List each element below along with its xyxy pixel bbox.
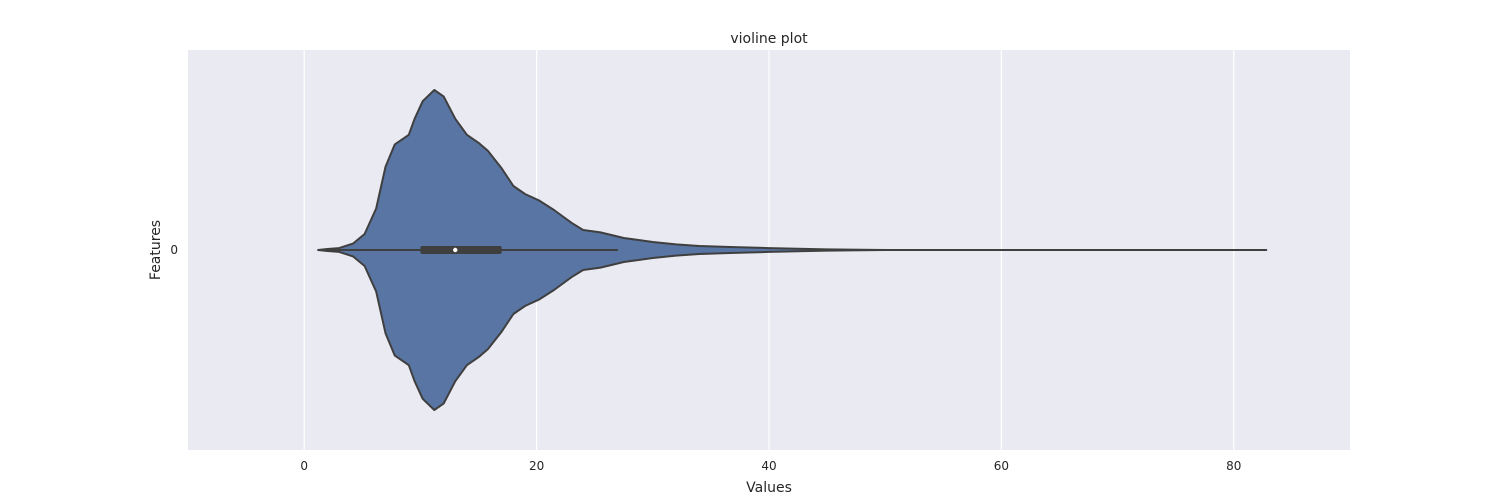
x-axis-label: Values bbox=[746, 480, 792, 496]
iqr-box bbox=[420, 246, 502, 254]
chart-title: violine plot bbox=[730, 31, 808, 47]
x-tick-label: 60 bbox=[994, 459, 1009, 473]
x-tick-label: 80 bbox=[1226, 459, 1241, 473]
y-tick-labels: 0 bbox=[170, 243, 178, 257]
violin-body bbox=[317, 89, 1268, 411]
x-tick-labels: 0 20 40 60 80 bbox=[300, 459, 1241, 473]
median-dot bbox=[453, 247, 458, 253]
y-tick-label: 0 bbox=[170, 243, 178, 257]
violin-group bbox=[317, 89, 1268, 411]
x-tick-label: 0 bbox=[300, 459, 308, 473]
x-tick-label: 20 bbox=[529, 459, 544, 473]
y-axis-label: Features bbox=[148, 220, 164, 280]
x-tick-label: 40 bbox=[761, 459, 776, 473]
